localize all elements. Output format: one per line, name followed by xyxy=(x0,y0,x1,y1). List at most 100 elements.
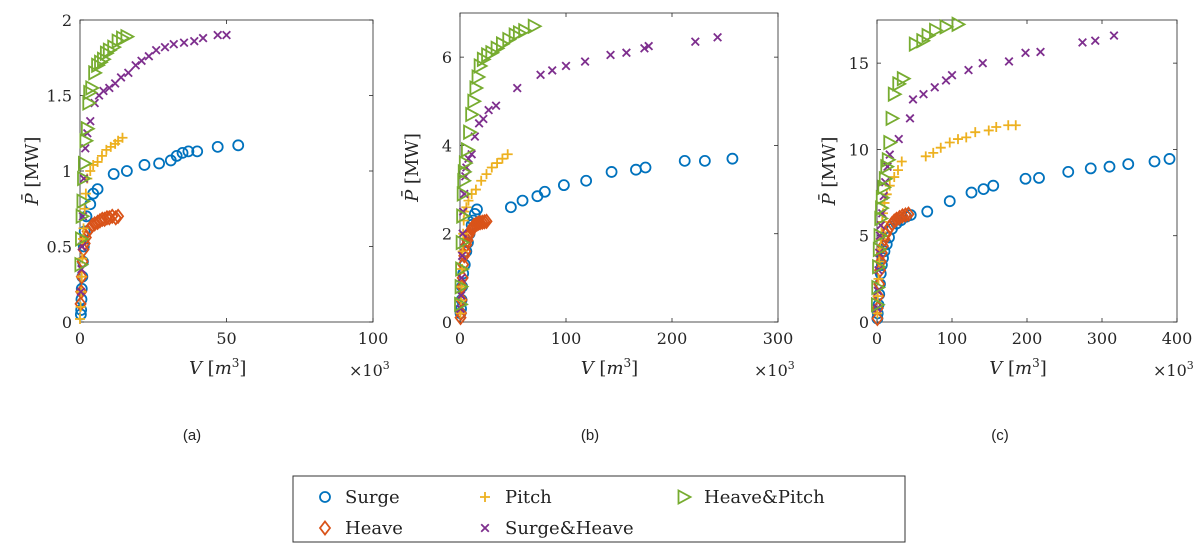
data-point xyxy=(137,56,146,66)
data-point xyxy=(516,194,529,207)
data-point xyxy=(1148,155,1161,168)
y-axis-label: P̄ [MW] xyxy=(817,137,840,207)
x-tick-label: 0 xyxy=(75,329,85,348)
data-point xyxy=(1019,172,1032,185)
data-point xyxy=(213,30,223,40)
data-point xyxy=(131,60,141,70)
data-point xyxy=(85,116,95,126)
data-point xyxy=(222,30,231,40)
data-point xyxy=(457,251,467,261)
data-point xyxy=(1084,162,1097,175)
x-axis-multiplier: ×103 xyxy=(754,359,795,380)
data-point xyxy=(1036,47,1045,57)
data-point xyxy=(476,214,489,231)
data-point xyxy=(953,134,963,145)
data-point xyxy=(85,79,101,96)
data-point xyxy=(467,93,483,110)
data-point xyxy=(456,208,472,225)
data-point xyxy=(951,16,967,33)
data-point xyxy=(875,200,890,217)
data-point xyxy=(878,170,894,187)
data-point xyxy=(100,209,114,226)
data-point xyxy=(1010,120,1021,131)
data-point xyxy=(478,114,488,124)
data-point xyxy=(908,94,918,104)
data-point xyxy=(580,57,590,66)
data-point xyxy=(547,65,557,75)
data-point xyxy=(481,169,492,180)
series-surge-heave xyxy=(872,31,1119,313)
data-point xyxy=(478,213,491,230)
data-point xyxy=(455,234,471,251)
data-point xyxy=(928,147,939,158)
data-point xyxy=(1004,56,1014,66)
data-point xyxy=(107,39,123,56)
data-point xyxy=(96,150,107,161)
series-surge xyxy=(871,153,1176,325)
data-point xyxy=(531,190,544,203)
data-point xyxy=(77,170,92,187)
legend-label: Surge&Heave xyxy=(505,518,634,539)
data-point xyxy=(872,291,883,302)
data-point xyxy=(713,32,723,42)
data-point xyxy=(896,207,909,224)
data-point xyxy=(885,110,901,127)
series-heave xyxy=(74,208,125,312)
series-heave-pitch xyxy=(74,28,136,273)
data-point xyxy=(905,113,915,123)
data-point xyxy=(75,230,90,247)
y-tick-label: 15 xyxy=(849,54,869,73)
data-point xyxy=(943,195,956,208)
data-point xyxy=(109,209,122,226)
panel-caption: (a) xyxy=(183,427,201,444)
legend-label: Pitch xyxy=(505,487,552,508)
chart-panel-2: 0 100 200 300 0 2 4 6 V [m3] ×103 P̄ [MW] (b) xyxy=(400,12,795,444)
data-point xyxy=(74,256,90,273)
data-point xyxy=(1033,172,1045,184)
y-tick-label: 0.5 xyxy=(47,238,72,257)
data-point xyxy=(79,203,90,214)
data-point xyxy=(896,70,912,87)
data-point xyxy=(189,36,199,46)
x-axis-label: V [m3] xyxy=(989,356,1047,379)
data-point xyxy=(85,166,96,176)
data-point xyxy=(874,210,890,227)
data-point xyxy=(919,89,928,99)
x-tick-label: 100 xyxy=(551,329,582,348)
data-point xyxy=(639,161,652,174)
data-point xyxy=(465,106,481,123)
legend-entry: Heave xyxy=(318,518,403,539)
panel-caption: (b) xyxy=(581,427,599,444)
legend-label: Heave xyxy=(345,518,403,539)
legend-label: Heave&Pitch xyxy=(704,487,825,508)
data-point xyxy=(456,185,472,202)
x-tick-label: 300 xyxy=(1087,329,1118,348)
data-point xyxy=(640,43,649,53)
data-point xyxy=(871,310,884,327)
data-point xyxy=(80,188,91,199)
data-point xyxy=(1090,36,1100,46)
x-tick-label: 50 xyxy=(216,329,236,348)
chart-panel-1: 0 50 100 0 0.5 1 1.5 2 V [m3] ×103 P̄ [MW] (a) xyxy=(20,11,390,444)
y-tick-label: 2 xyxy=(62,11,72,30)
data-point xyxy=(111,208,125,225)
data-point xyxy=(463,124,478,141)
data-point xyxy=(116,72,126,82)
data-point xyxy=(881,151,897,168)
data-point xyxy=(921,27,937,44)
y-tick-label: 1.5 xyxy=(47,87,72,106)
data-point xyxy=(457,163,473,180)
data-point xyxy=(892,75,908,92)
data-point xyxy=(512,83,522,93)
data-point xyxy=(458,229,468,239)
data-point xyxy=(872,258,887,275)
data-point xyxy=(486,162,497,173)
data-point xyxy=(454,278,470,295)
data-point xyxy=(877,179,893,196)
data-point xyxy=(930,82,940,92)
data-point xyxy=(890,211,903,228)
x-axis-multiplier: ×103 xyxy=(349,359,390,380)
data-point xyxy=(80,210,93,223)
